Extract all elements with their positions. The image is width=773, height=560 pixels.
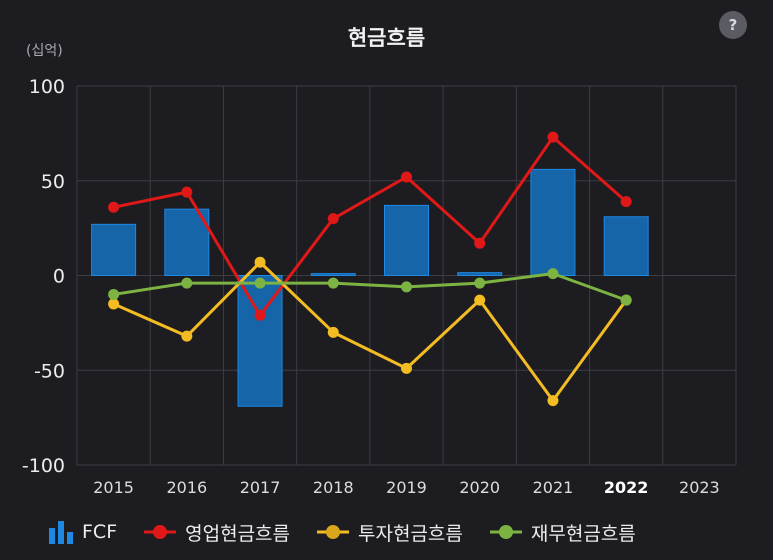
x-axis-ticks: 2015 2016 2017 2018 2019 2020 2021 2022 2023 bbox=[93, 478, 719, 497]
series-point[interactable] bbox=[401, 362, 412, 374]
series-point[interactable] bbox=[327, 277, 339, 289]
fcf-bar[interactable] bbox=[530, 168, 576, 277]
series-point[interactable] bbox=[181, 330, 193, 342]
fcf-bars bbox=[91, 168, 649, 407]
line-dot-icon bbox=[144, 525, 177, 539]
legend-item-financing[interactable]: 재무현금흐름 bbox=[489, 519, 636, 546]
y-tick-label: 50 bbox=[41, 171, 65, 193]
legend-item-fcf[interactable]: FCF bbox=[48, 519, 117, 545]
x-tick-label: 2018 bbox=[313, 478, 354, 497]
series-point[interactable] bbox=[474, 237, 486, 249]
series-line bbox=[113, 272, 627, 302]
series-point[interactable] bbox=[108, 298, 120, 310]
fcf-bar[interactable] bbox=[603, 216, 649, 277]
y-tick-label: 0 bbox=[53, 266, 65, 288]
line-dot-icon bbox=[489, 525, 522, 539]
x-tick-label: 2021 bbox=[533, 478, 574, 497]
x-tick-label: 2015 bbox=[93, 478, 134, 497]
legend-label-financing: 재무현금흐름 bbox=[530, 522, 636, 545]
y-tick-label: -100 bbox=[22, 455, 65, 477]
series-point[interactable] bbox=[327, 213, 339, 225]
fcf-bar[interactable] bbox=[164, 208, 210, 276]
series-point[interactable] bbox=[547, 131, 559, 143]
legend-label-operating: 영업현금흐름 bbox=[185, 522, 291, 545]
series-line bbox=[113, 260, 628, 403]
series-point[interactable] bbox=[327, 326, 339, 338]
series-point[interactable] bbox=[254, 309, 266, 321]
series-point[interactable] bbox=[620, 196, 632, 208]
series-point[interactable] bbox=[547, 395, 559, 407]
bar-icon bbox=[49, 521, 73, 544]
series-point[interactable] bbox=[474, 294, 486, 306]
legend-label-investing: 투자현금흐름 bbox=[358, 522, 463, 545]
series-point[interactable] bbox=[108, 288, 120, 300]
series-point[interactable] bbox=[181, 277, 193, 289]
series-point[interactable] bbox=[254, 277, 266, 289]
series-point[interactable] bbox=[474, 277, 486, 289]
series-point[interactable] bbox=[401, 171, 412, 183]
x-tick-label: 2023 bbox=[679, 478, 720, 497]
x-tick-label: 2022 bbox=[604, 478, 649, 497]
y-axis-ticks: 100 50 0 -50 -100 bbox=[22, 76, 65, 477]
legend-label-fcf: FCF bbox=[82, 521, 118, 543]
flow-lines bbox=[108, 131, 632, 407]
series-line bbox=[113, 135, 628, 317]
fcf-bar[interactable] bbox=[310, 273, 356, 277]
legend-item-investing[interactable]: 투자현금흐름 bbox=[316, 519, 463, 546]
y-tick-label: 100 bbox=[29, 76, 65, 98]
chart-title: 현금흐름 bbox=[347, 26, 426, 50]
unit-label: (십억) bbox=[26, 43, 63, 59]
legend-item-operating[interactable]: 영업현금흐름 bbox=[143, 519, 290, 546]
x-tick-label: 2017 bbox=[240, 478, 281, 497]
x-tick-label: 2019 bbox=[386, 478, 427, 497]
help-icon[interactable]: ? bbox=[719, 11, 747, 39]
x-tick-label: 2016 bbox=[166, 478, 207, 497]
fcf-bar[interactable] bbox=[457, 272, 503, 277]
line-dot-icon bbox=[317, 525, 350, 539]
legend: FCF 영업현금흐름 투자현금흐름 재무현금흐름 bbox=[48, 516, 636, 548]
fcf-bar[interactable] bbox=[384, 204, 429, 276]
series-point[interactable] bbox=[620, 294, 632, 306]
series-point[interactable] bbox=[181, 186, 193, 198]
y-tick-label: -50 bbox=[34, 360, 65, 382]
series-point[interactable] bbox=[108, 201, 120, 213]
series-point[interactable] bbox=[254, 256, 266, 268]
series-point[interactable] bbox=[401, 281, 412, 293]
series-point[interactable] bbox=[547, 268, 559, 280]
fcf-bar[interactable] bbox=[91, 223, 137, 277]
x-tick-label: 2020 bbox=[459, 478, 500, 497]
